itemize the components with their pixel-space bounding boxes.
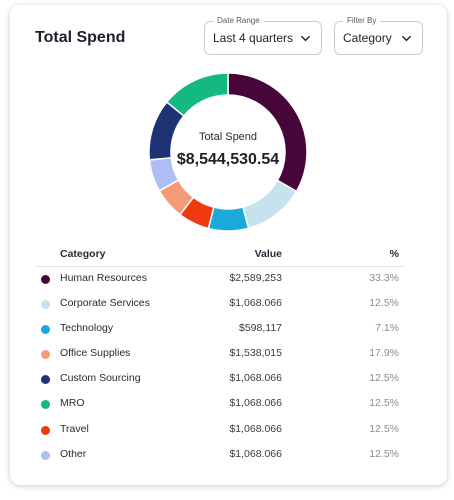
total-spend-card: Total Spend Date Range Last 4 quarters F… xyxy=(10,5,447,485)
row-category: Travel xyxy=(60,422,89,435)
table-row[interactable]: Office Supplies $1,538,015 17.9% xyxy=(35,342,405,367)
row-value: $1,068.066 xyxy=(229,397,282,410)
row-percent: 17.9% xyxy=(369,347,399,360)
table-row[interactable]: Technology $598,117 7.1% xyxy=(35,317,405,342)
table-row[interactable]: Custom Sourcing $1,068.066 12.5% xyxy=(35,367,405,392)
row-value: $1,068.066 xyxy=(229,422,282,435)
table-header: Category Value % xyxy=(35,246,405,267)
filter-by-select[interactable]: Filter By Category xyxy=(334,15,423,55)
row-category: Human Resources xyxy=(60,272,147,284)
legend-dot-icon xyxy=(41,275,50,284)
table-row[interactable]: Travel $1,068.066 12.5% xyxy=(35,418,405,443)
filter-by-label: Filter By xyxy=(343,15,381,27)
date-range-label: Date Range xyxy=(213,15,264,27)
row-value: $1,068.066 xyxy=(229,372,282,385)
row-value: $1,538,015 xyxy=(229,347,282,360)
legend-dot-icon xyxy=(41,325,50,335)
row-value: $2,589,253 xyxy=(229,272,282,284)
row-percent: 12.5% xyxy=(369,397,399,410)
donut-slice-technology[interactable] xyxy=(207,206,250,232)
row-percent: 12.5% xyxy=(369,372,399,385)
row-percent: 33.3% xyxy=(369,272,399,284)
page-title: Total Spend xyxy=(35,29,126,46)
legend-dot-icon xyxy=(41,350,50,360)
row-category: Other xyxy=(60,447,87,460)
category-table: Human Resources $2,589,253 33.3% Corporate … xyxy=(35,267,405,468)
column-header-value: Value xyxy=(254,248,282,260)
legend-dot-icon xyxy=(41,425,50,435)
row-category: Corporate Services xyxy=(60,297,150,310)
donut-center-title: Total Spend xyxy=(198,131,258,143)
donut-slice-corporate-services[interactable] xyxy=(241,179,298,230)
row-value: $1,068.066 xyxy=(229,297,282,310)
legend-dot-icon xyxy=(41,375,50,385)
table-row[interactable]: MRO $1,068.066 12.5% xyxy=(35,392,405,417)
chevron-down-icon xyxy=(402,35,411,42)
legend-dot-icon xyxy=(41,450,50,460)
row-category: Custom Sourcing xyxy=(60,372,141,385)
legend-dot-icon xyxy=(41,400,50,410)
legend-dot-icon xyxy=(41,300,50,310)
row-value: $1,068.066 xyxy=(229,447,282,460)
row-category: Technology xyxy=(60,322,114,335)
table-row[interactable]: Other $1,068.066 12.5% xyxy=(35,443,405,468)
row-percent: 12.5% xyxy=(369,447,399,460)
date-range-value: Last 4 quarters xyxy=(213,31,294,45)
row-percent: 12.5% xyxy=(369,422,399,435)
table-row[interactable]: Corporate Services $1,068.066 12.5% xyxy=(35,292,405,317)
filter-by-value: Category xyxy=(343,31,392,45)
date-range-select[interactable]: Date Range Last 4 quarters xyxy=(204,15,322,55)
column-header-category: Category xyxy=(60,248,106,260)
donut-slice-mro[interactable] xyxy=(165,72,229,117)
row-category: MRO xyxy=(60,397,85,410)
row-percent: 12.5% xyxy=(369,297,399,310)
column-header-percent: % xyxy=(389,248,399,260)
row-percent: 7.1% xyxy=(375,322,399,335)
row-category: Office Supplies xyxy=(60,347,131,360)
spend-donut-chart xyxy=(148,72,308,232)
table-row[interactable]: Human Resources $2,589,253 33.3% xyxy=(35,267,405,292)
donut-center-value: $8,544,530.54 xyxy=(176,151,280,168)
row-value: $598,117 xyxy=(238,322,282,335)
chevron-down-icon xyxy=(301,35,310,42)
